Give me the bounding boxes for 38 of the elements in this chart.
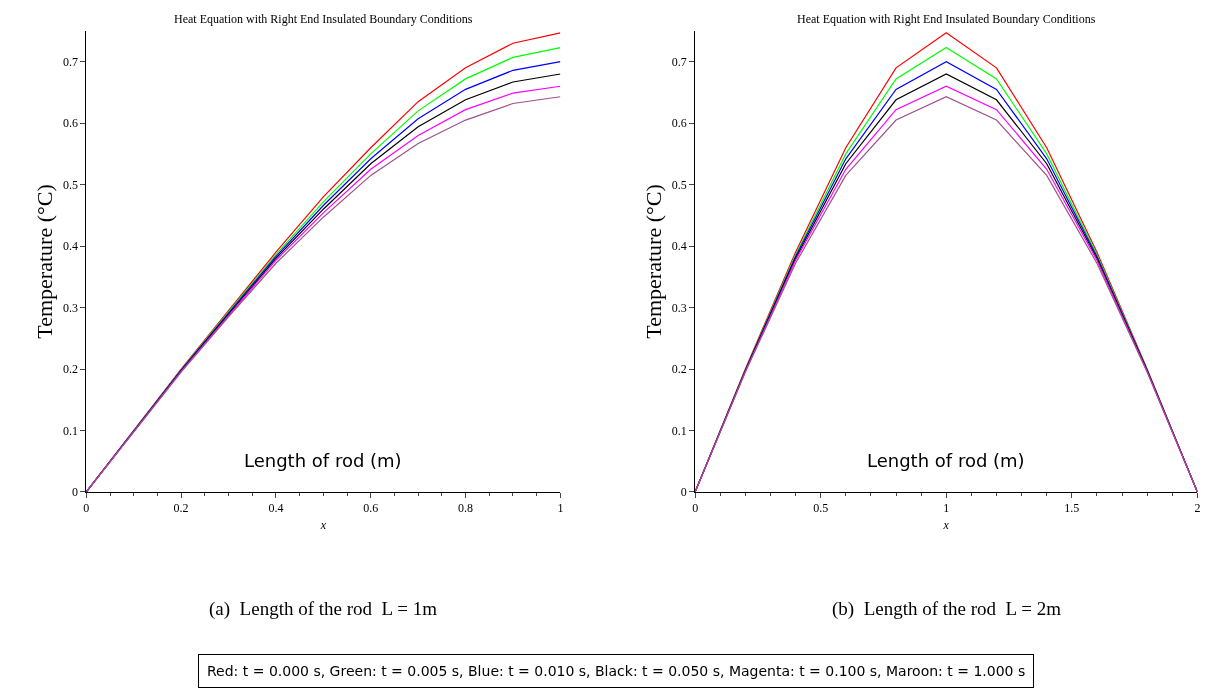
text: (a) Length of the rod L = 1m <box>209 598 438 620</box>
text: (b) Length of the rod L = 2m <box>832 598 1062 620</box>
y-tick-label: 0.2 <box>62 362 78 377</box>
y-tick-label: 0.2 <box>671 362 687 377</box>
x-tick-label: 1 <box>943 501 950 516</box>
y-axis-title: Temperature (°C) <box>640 184 666 339</box>
y-axis-title: Temperature (°C) <box>31 184 57 339</box>
x-tick-label: 0.4 <box>268 501 284 516</box>
y-tick-label: 0.7 <box>671 54 687 69</box>
x-tick-label: 2 <box>1194 501 1201 516</box>
x-tick-label: 0.6 <box>363 501 379 516</box>
chart-title: Heat Equation with Right End Insulated Boundary Conditions <box>797 12 1096 26</box>
x-axis-title: x <box>942 518 950 533</box>
y-tick-label: 0.3 <box>62 300 78 315</box>
x-tick-label: 1.5 <box>1064 501 1080 516</box>
y-tick-label: 0 <box>71 485 78 500</box>
y-tick-label: 0.6 <box>671 116 687 131</box>
y-tick-label: 0.3 <box>671 300 687 315</box>
x-axis-title: x <box>319 518 327 533</box>
annotation: Length of rod (m) <box>244 450 402 471</box>
y-tick-label: 0.4 <box>62 239 78 254</box>
text: Red: t = 0.000 s, Green: t = 0.005 s, Blue: t = 0.010 s, Black: t = 0.050 s, Magenta: t = 0.100 s, Maroon: t = 1.000 s <box>207 663 1026 679</box>
x-tick-label: 1 <box>557 501 564 516</box>
y-tick-label: 0.5 <box>62 177 78 192</box>
chart-title: Heat Equation with Right End Insulated Boundary Conditions <box>174 12 473 26</box>
y-tick-label: 0.7 <box>62 54 78 69</box>
x-tick-label: 0.2 <box>173 501 189 516</box>
y-tick-label: 0.5 <box>671 177 687 192</box>
y-tick-label: 0.1 <box>62 423 78 438</box>
y-tick-label: 0.4 <box>671 239 687 254</box>
y-tick-label: 0.1 <box>671 423 687 438</box>
y-tick-label: 0 <box>680 485 687 500</box>
x-tick-label: 0 <box>83 501 90 516</box>
x-tick-label: 0.5 <box>813 501 829 516</box>
x-tick-label: 0 <box>692 501 699 516</box>
x-tick-label: 0.8 <box>458 501 474 516</box>
annotation: Length of rod (m) <box>867 450 1025 471</box>
y-tick-label: 0.6 <box>62 116 78 131</box>
